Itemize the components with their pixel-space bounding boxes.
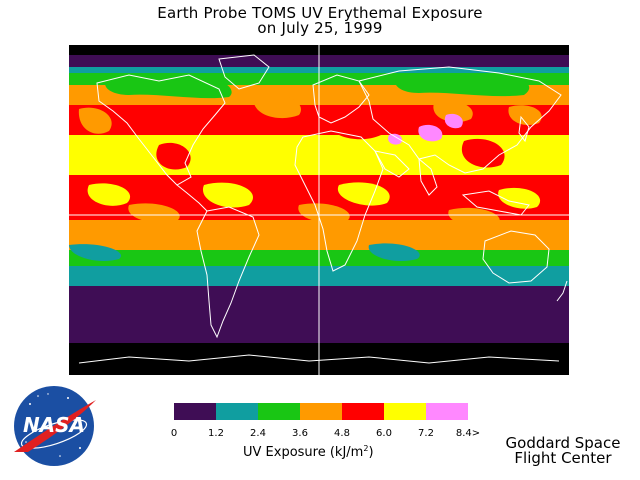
color-scale-swatch [426, 403, 468, 420]
color-scale-tick-label: 0 [170, 428, 178, 439]
map-date: on July 25, 1999 [257, 19, 383, 37]
coastlines [78, 54, 568, 364]
color-scale-bar [174, 403, 468, 420]
color-scale-swatch [300, 403, 342, 420]
color-scale-tick-label: 7.2 [418, 428, 434, 439]
india-outline [418, 157, 438, 196]
color-scale-tick-label: 1.2 [208, 428, 224, 439]
color-scale-swatch [216, 403, 258, 420]
japan-outline [518, 115, 530, 143]
patches-north-green [105, 73, 530, 99]
color-scale-swatch [384, 403, 426, 420]
patches-north-orange [78, 93, 542, 134]
north-america-outline [96, 74, 226, 186]
africa-outline [294, 130, 384, 272]
map-title: Earth Probe TOMS UV Erythemal Exposure [157, 4, 483, 22]
color-scale-swatch [258, 403, 300, 420]
arabia-outline [374, 150, 410, 178]
color-scale-tick-label: 8.4> [455, 428, 481, 439]
credit-goddard: Goddard Space [505, 434, 621, 452]
color-scale-swatch [174, 403, 216, 420]
europe-outline [312, 74, 370, 124]
color-scale-tick-label: 2.4 [250, 428, 266, 439]
greenland-outline [218, 54, 270, 90]
uv-exposure-map [69, 45, 569, 375]
central-america-outline [176, 184, 208, 212]
nasa-logo: NASA [14, 386, 96, 466]
color-scale-swatch [342, 403, 384, 420]
australia-outline [482, 230, 550, 284]
color-scale-tick-label: 3.6 [292, 428, 308, 439]
credit-flight-center: Flight Center [514, 449, 612, 467]
logo-text: NASA [23, 413, 85, 437]
patches-yellow-tropics [87, 182, 541, 209]
logo-swoosh [14, 400, 96, 452]
patches-pink [388, 113, 463, 145]
se-asia-islands-outline [461, 190, 530, 216]
new-zealand-outline [556, 280, 568, 302]
patches-orange-tropics [128, 203, 500, 228]
south-america-outline [196, 206, 260, 339]
color-scale-tick-label: 4.8 [334, 428, 350, 439]
asia-outline [358, 66, 562, 174]
color-scale-tick-label: 6.0 [376, 428, 392, 439]
logo-orbit [20, 419, 88, 449]
color-scale-title: UV Exposure (kJ/m2) [243, 444, 374, 460]
patches-south-teal [69, 243, 420, 262]
antarctica-outline [78, 354, 560, 364]
